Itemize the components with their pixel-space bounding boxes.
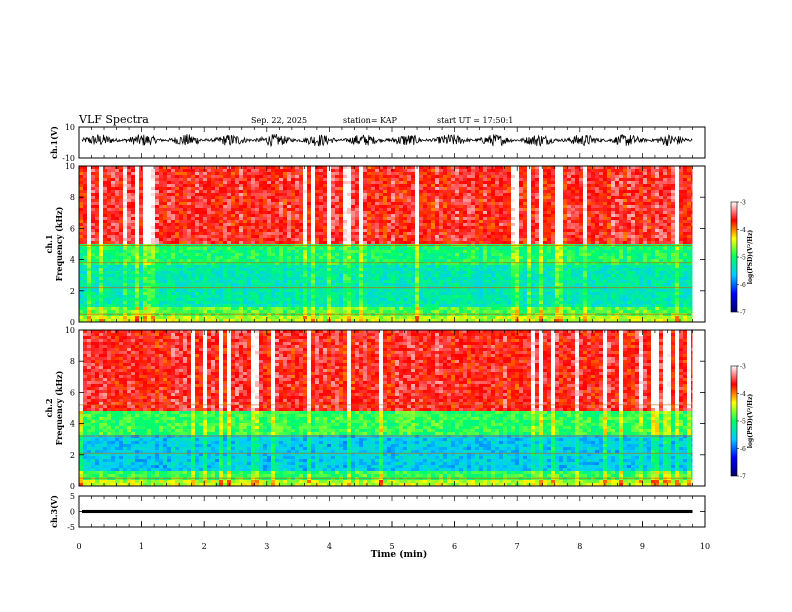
waveform-ch1-ytick-label: -10 [62,154,75,163]
waveform-ch3-panel: 5 0 -5 ch.3(V) [49,492,706,532]
spectrogram-ch1-ytick-label: 2 [70,287,75,296]
colorbar-1-tick-label: -6 [740,282,746,289]
figure-date: Sep. 22, 2025 [251,116,307,125]
x-tick-label: 2 [202,542,207,551]
waveform-ch1-trace [81,133,693,148]
spectrogram-ch1-ytick-label: 4 [70,256,75,265]
waveform-ch1-ylabel: ch.1(V) [49,126,59,159]
colorbar-2-tick-label: -5 [740,419,746,426]
x-tick-label: 8 [577,542,582,551]
waveform-ch3-trace [82,509,693,514]
figure-start-time: start UT = 17:50:1 [437,116,513,125]
figure-station: station= KAP [343,116,398,125]
x-tick-label: 3 [264,542,269,551]
colorbar-ch2: -3 -4 -5 -6 -7 log(PSD)(V²/Hz) [730,364,754,481]
spectrogram-ch1-ylabel: Frequency (kHz) [54,206,64,281]
x-axis-label: Time (min) [371,549,428,560]
spectrogram-ch2-ytick-label: 10 [65,326,75,335]
x-tick-label: 10 [700,542,710,551]
spectrogram-ch2-ytick-label: 0 [70,482,75,491]
waveform-ch3-ylabel: ch.3(V) [49,495,59,528]
x-tick-label: 1 [139,542,144,551]
spectrogram-ch2-ylabel: Frequency (kHz) [54,370,64,445]
spectrogram-ch1-ytick-label: 6 [70,224,75,233]
x-tick-label: 7 [515,542,520,551]
spectrogram-ch1-ytick-label: 10 [65,162,75,171]
spectrogram-ch2-ytick-label: 6 [70,388,75,397]
waveform-ch1-ytick-label: 10 [65,123,75,132]
colorbar-1-tick-label: -7 [740,310,746,317]
colorbar-1-bar [730,201,738,313]
colorbar-2-bar [730,365,738,477]
colorbar-1-tick-label: -3 [740,200,746,207]
colorbar-2-tick-label: -3 [740,364,746,371]
spectrogram-ch1-ylabel: ch.1 [44,234,54,253]
spectrogram-ch2-ylabel: ch.2 [44,398,54,417]
figure-title: VLF Spectra [78,113,149,126]
spectrogram-ch2-panel: 0 2 4 6 8 10 ch.2 Frequency (kHz) [44,326,706,491]
waveform-ch3-ytick-label: -5 [67,523,75,532]
colorbar-1-tick-label: -5 [740,255,746,262]
colorbar-2-tick-label: -7 [740,474,746,481]
colorbar-ch1: -3 -4 -5 -6 -7 log(PSD)(V²/Hz) [730,200,754,317]
colorbar-2-label: log(PSD)(V²/Hz) [747,394,754,449]
spectrogram-ch2-ytick-label: 4 [70,420,75,429]
x-tick-label: 0 [76,542,81,551]
spectrogram-ch1-ytick-label: 0 [70,318,75,327]
spectrogram-ch2-ytick-label: 8 [70,357,75,366]
spectrogram-ch1-panel: 0 2 4 6 8 10 ch.1 Frequency (kHz) [44,162,706,327]
colorbar-1-label: log(PSD)(V²/Hz) [747,230,754,285]
x-tick-label: 4 [327,542,332,551]
x-tick-label: 6 [452,542,457,551]
time-axis: 0 1 2 3 4 5 6 7 8 9 10 [76,521,710,551]
spectrogram-ch2-ytick-label: 2 [70,451,75,460]
spectrogram-ch1-image [79,166,693,322]
colorbar-1-tick-label: -4 [740,227,746,234]
x-tick-label: 5 [389,542,394,551]
waveform-ch3-ytick-label: 5 [70,492,75,501]
colorbar-2-tick-label: -6 [740,446,746,453]
colorbar-2-tick-label: -4 [740,391,746,398]
spectrogram-ch2-image [79,330,693,486]
x-tick-label: 9 [640,542,645,551]
spectrogram-ch1-ytick-label: 8 [70,193,75,202]
waveform-ch3-ytick-label: 0 [70,508,75,517]
